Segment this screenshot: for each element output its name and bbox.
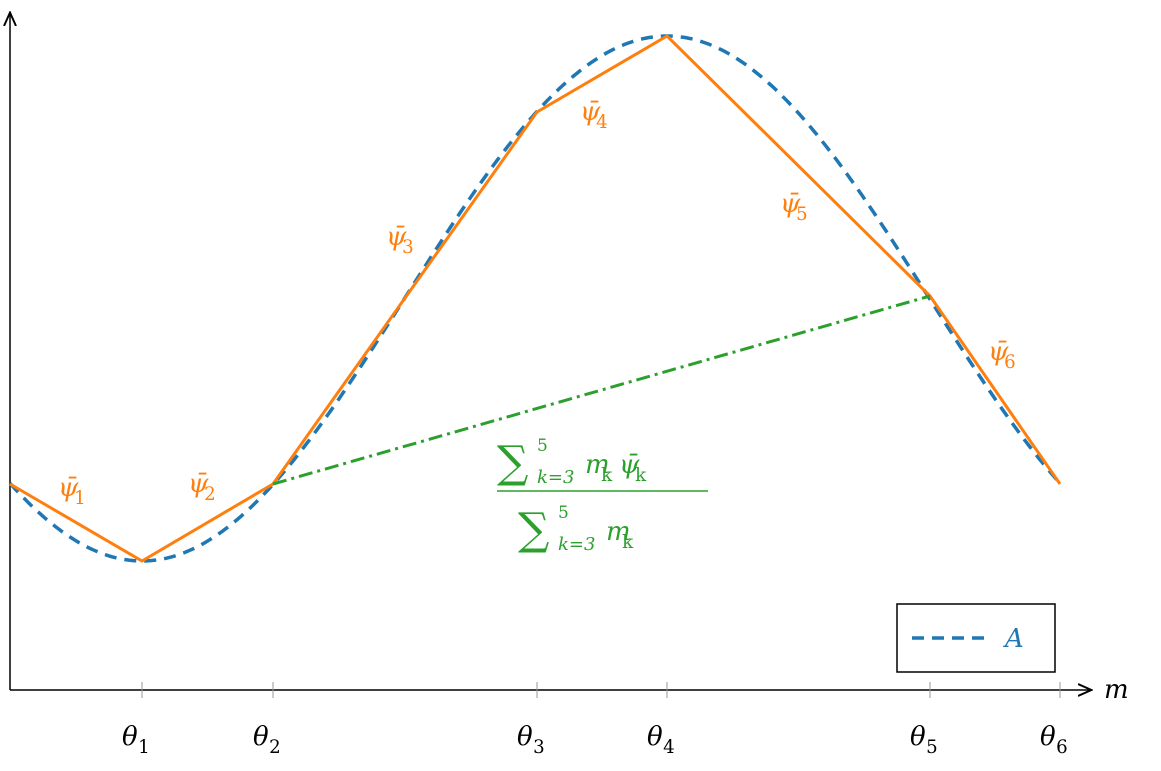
segment-label-sub: 1 <box>74 488 86 509</box>
legend-label: A <box>1003 624 1024 654</box>
tick-label-symbol: θ <box>253 722 269 752</box>
tick-label-symbol: θ <box>122 722 138 752</box>
segment-label-symbol: ψ̄ <box>188 469 209 499</box>
segment-label-sub: 5 <box>796 204 808 225</box>
tick-label-sub: 4 <box>663 737 675 758</box>
tick-label-sub: 6 <box>1056 737 1068 758</box>
numerator-term-symbol: ψ̄ <box>619 450 640 480</box>
denominator-term-symbol: m <box>606 517 631 547</box>
tick-label-sub: 1 <box>138 737 150 758</box>
denominator-upper: 5 <box>558 503 569 523</box>
segment-label-symbol: ψ̄ <box>386 222 407 252</box>
numerator-upper: 5 <box>537 436 548 456</box>
segment-label-sub: 4 <box>596 112 608 133</box>
piecewise-approximation <box>9 34 1062 563</box>
numerator-lower: k=3 <box>537 467 574 488</box>
segment-label-sub: 6 <box>1004 352 1016 373</box>
tick-label-symbol: θ <box>910 722 926 752</box>
segment-label-symbol: ψ̄ <box>988 337 1009 367</box>
numerator-term-sub: k <box>601 465 613 486</box>
segment-label-sub: 3 <box>402 237 414 258</box>
tick-label-symbol: θ <box>1040 722 1056 752</box>
weighted-average-line <box>272 294 931 486</box>
denominator-lower: k=3 <box>558 534 595 555</box>
tick-label-symbol: θ <box>647 722 663 752</box>
segment-label-sub: 2 <box>204 484 216 505</box>
denominator-term-sub: k <box>622 532 634 553</box>
x-axis-label: m <box>1104 675 1129 705</box>
numerator-term-sub: k <box>635 465 647 486</box>
tick-label-sub: 2 <box>269 737 281 758</box>
tick-label-sub: 3 <box>533 737 545 758</box>
numerator-sum: ∑ <box>497 437 528 488</box>
denominator-sum: ∑ <box>518 504 549 555</box>
segment-label-symbol: ψ̄ <box>58 473 79 503</box>
tick-label-symbol: θ <box>517 722 533 752</box>
numerator-term-symbol: m <box>585 450 610 480</box>
segment-label-symbol: ψ̄ <box>580 97 601 127</box>
segment-label-symbol: ψ̄ <box>780 189 801 219</box>
tick-label-sub: 5 <box>926 737 938 758</box>
